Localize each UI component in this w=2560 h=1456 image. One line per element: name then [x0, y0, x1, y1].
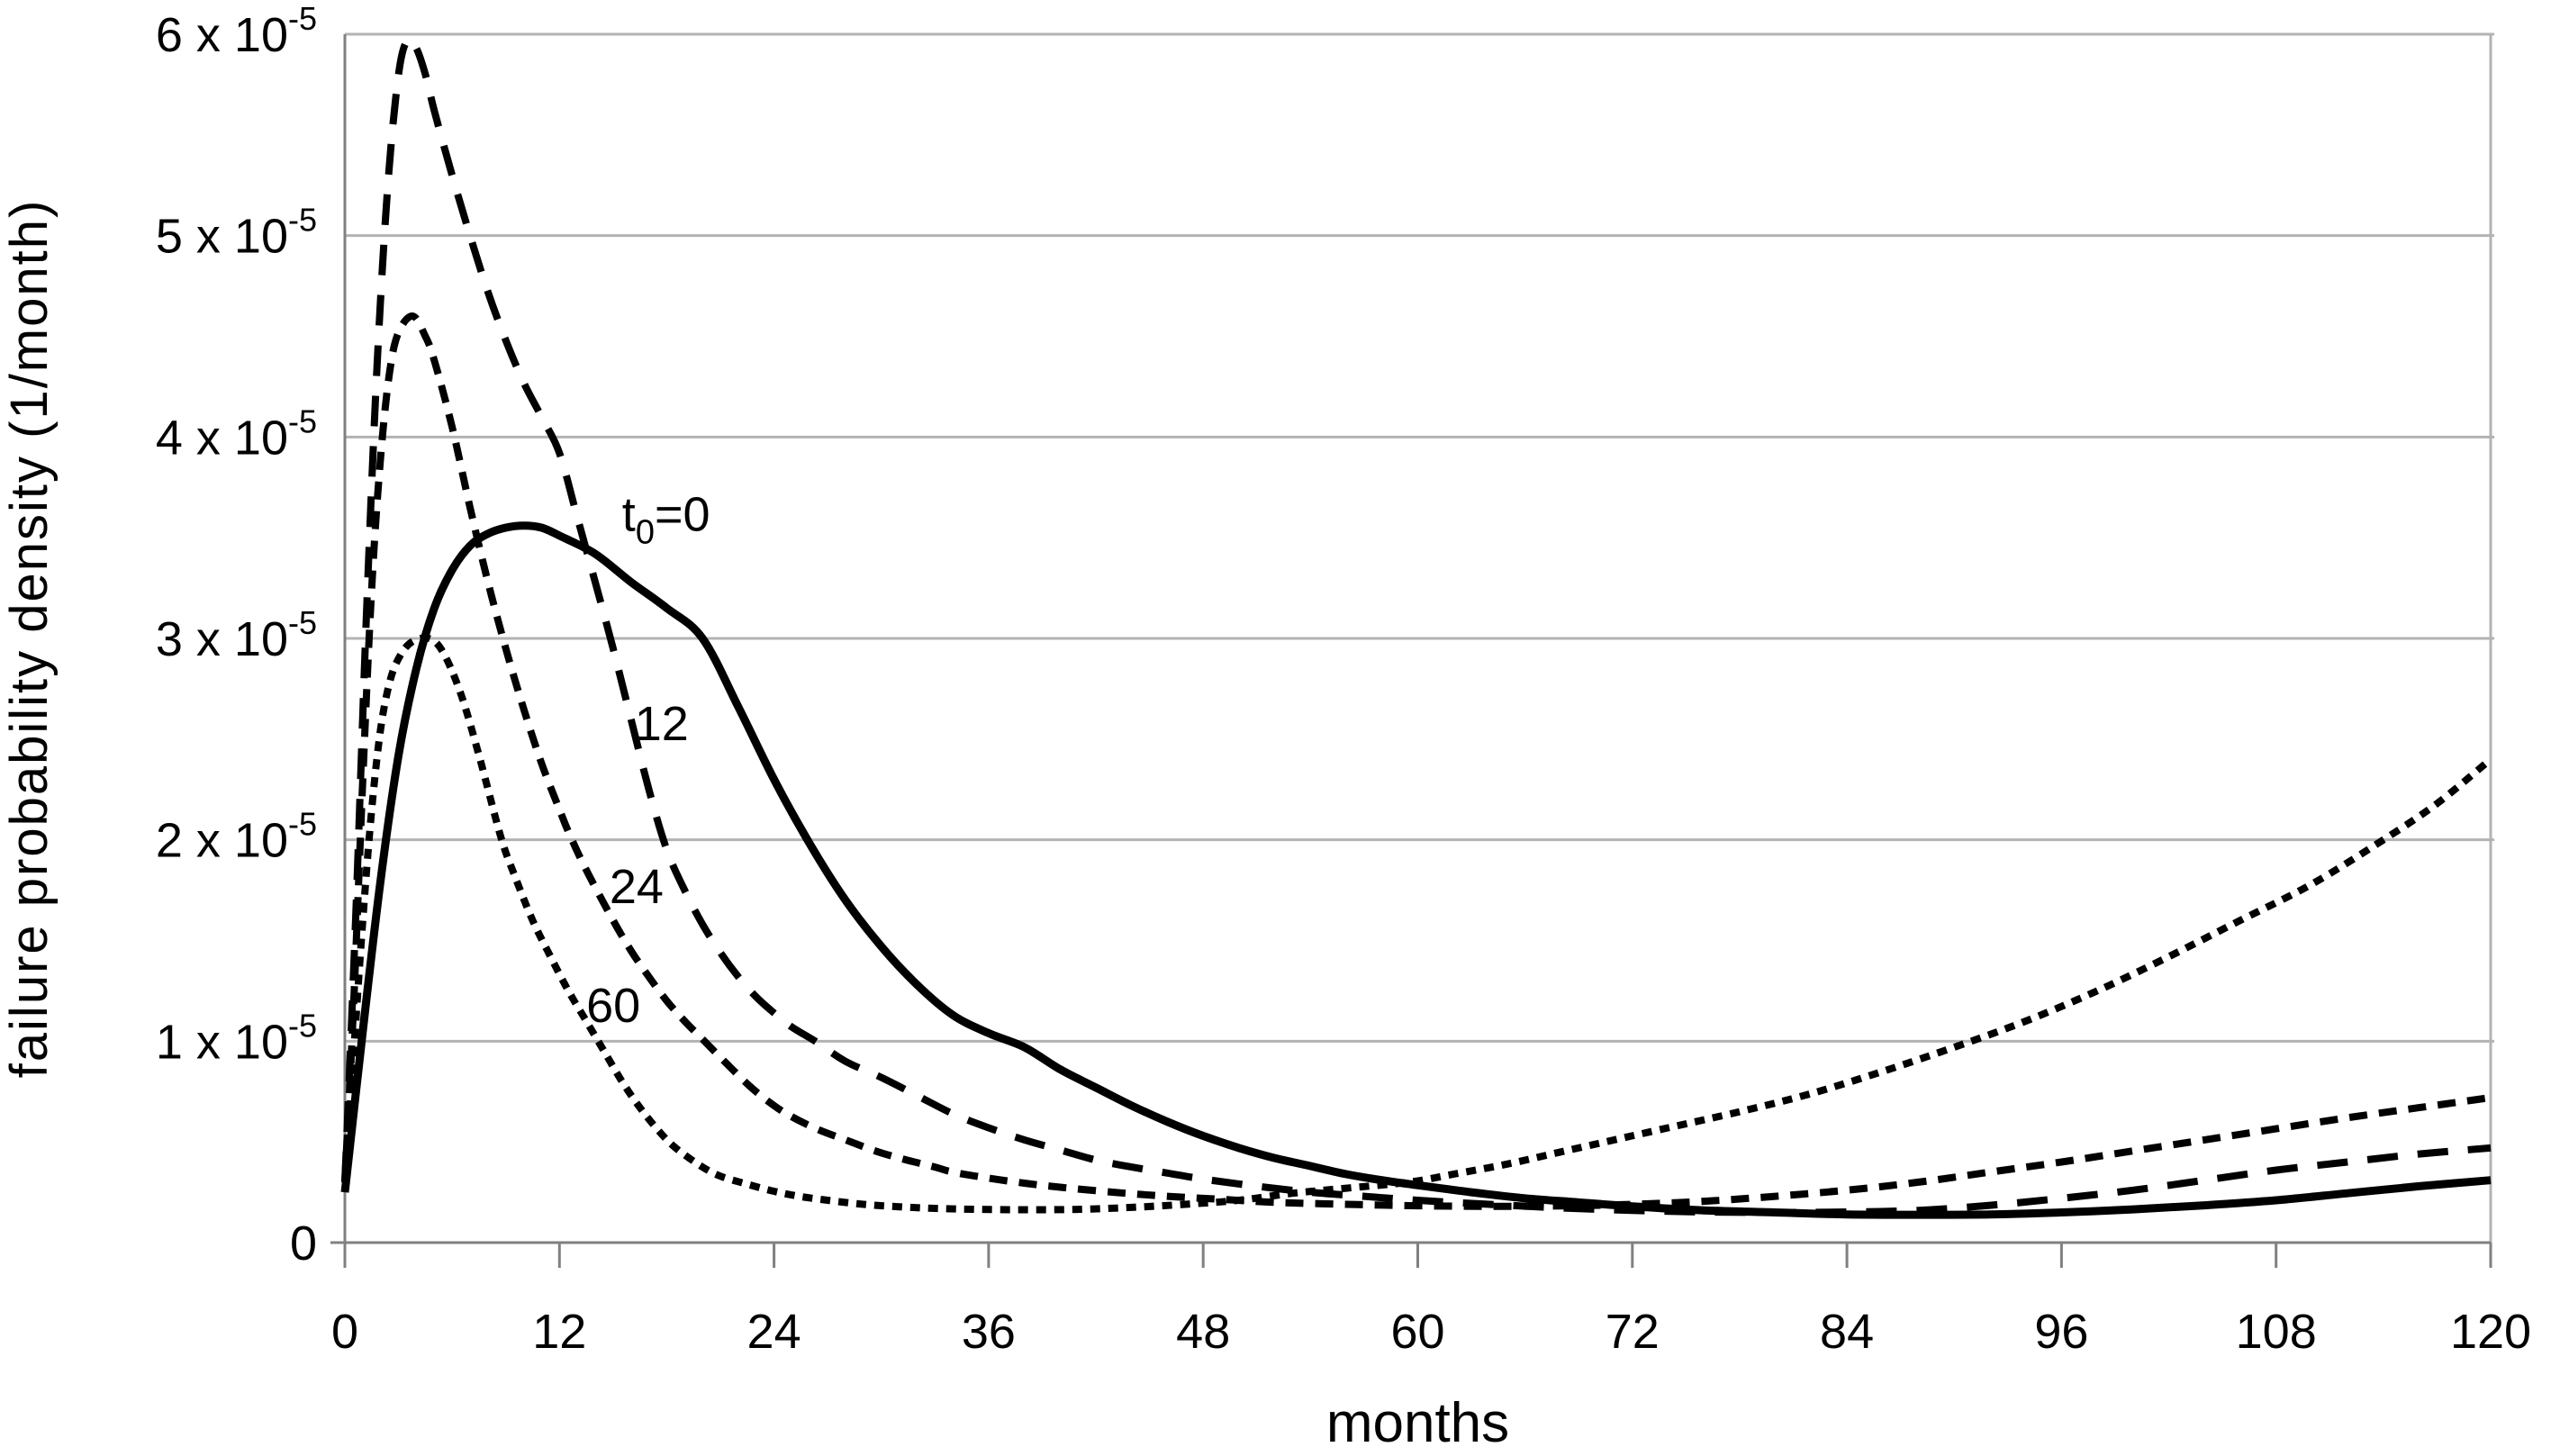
- y-tick-label-6e-5: 6 x 10-5: [156, 0, 317, 62]
- x-tick-label-72: 72: [1606, 1305, 1660, 1359]
- curve-t0=12: [341, 35, 2492, 1216]
- x-tick-label-120: 120: [2450, 1305, 2531, 1359]
- curve-label-t0-0: t0=0: [622, 487, 710, 551]
- x-tick-label-96: 96: [2034, 1305, 2088, 1359]
- x-axis-title: months: [1326, 1392, 1509, 1454]
- x-tick-label-36: 36: [962, 1305, 1016, 1359]
- x-tick-label-0: 0: [331, 1305, 358, 1359]
- curve-t0=0: [340, 521, 2492, 1219]
- x-tick-label-48: 48: [1176, 1305, 1230, 1359]
- y-tick-label-3e-5: 3 x 10-5: [156, 604, 317, 666]
- x-tick-label-108: 108: [2236, 1305, 2317, 1359]
- y-tick-label-2e-5: 2 x 10-5: [156, 806, 317, 868]
- x-tick-label-60: 60: [1390, 1305, 1444, 1359]
- x-tick-label-12: 12: [532, 1305, 586, 1359]
- x-tick-label-24: 24: [747, 1305, 801, 1359]
- y-axis-title: failure probability density (1/month): [0, 199, 59, 1079]
- y-tick-label-1e-5: 1 x 10-5: [156, 1007, 317, 1069]
- curve-t0=60: [341, 634, 2493, 1214]
- x-tick-label-84: 84: [1820, 1305, 1874, 1359]
- y-tick-label-0e-5: 0: [290, 1216, 317, 1271]
- curve-label-24: 24: [610, 860, 664, 914]
- curve-label-60: 60: [586, 979, 640, 1033]
- y-tick-label-4e-5: 4 x 10-5: [156, 402, 317, 465]
- y-tick-label-5e-5: 5 x 10-5: [156, 202, 317, 264]
- curve-label-12: 12: [635, 697, 689, 751]
- curve-t0=24: [341, 312, 2492, 1210]
